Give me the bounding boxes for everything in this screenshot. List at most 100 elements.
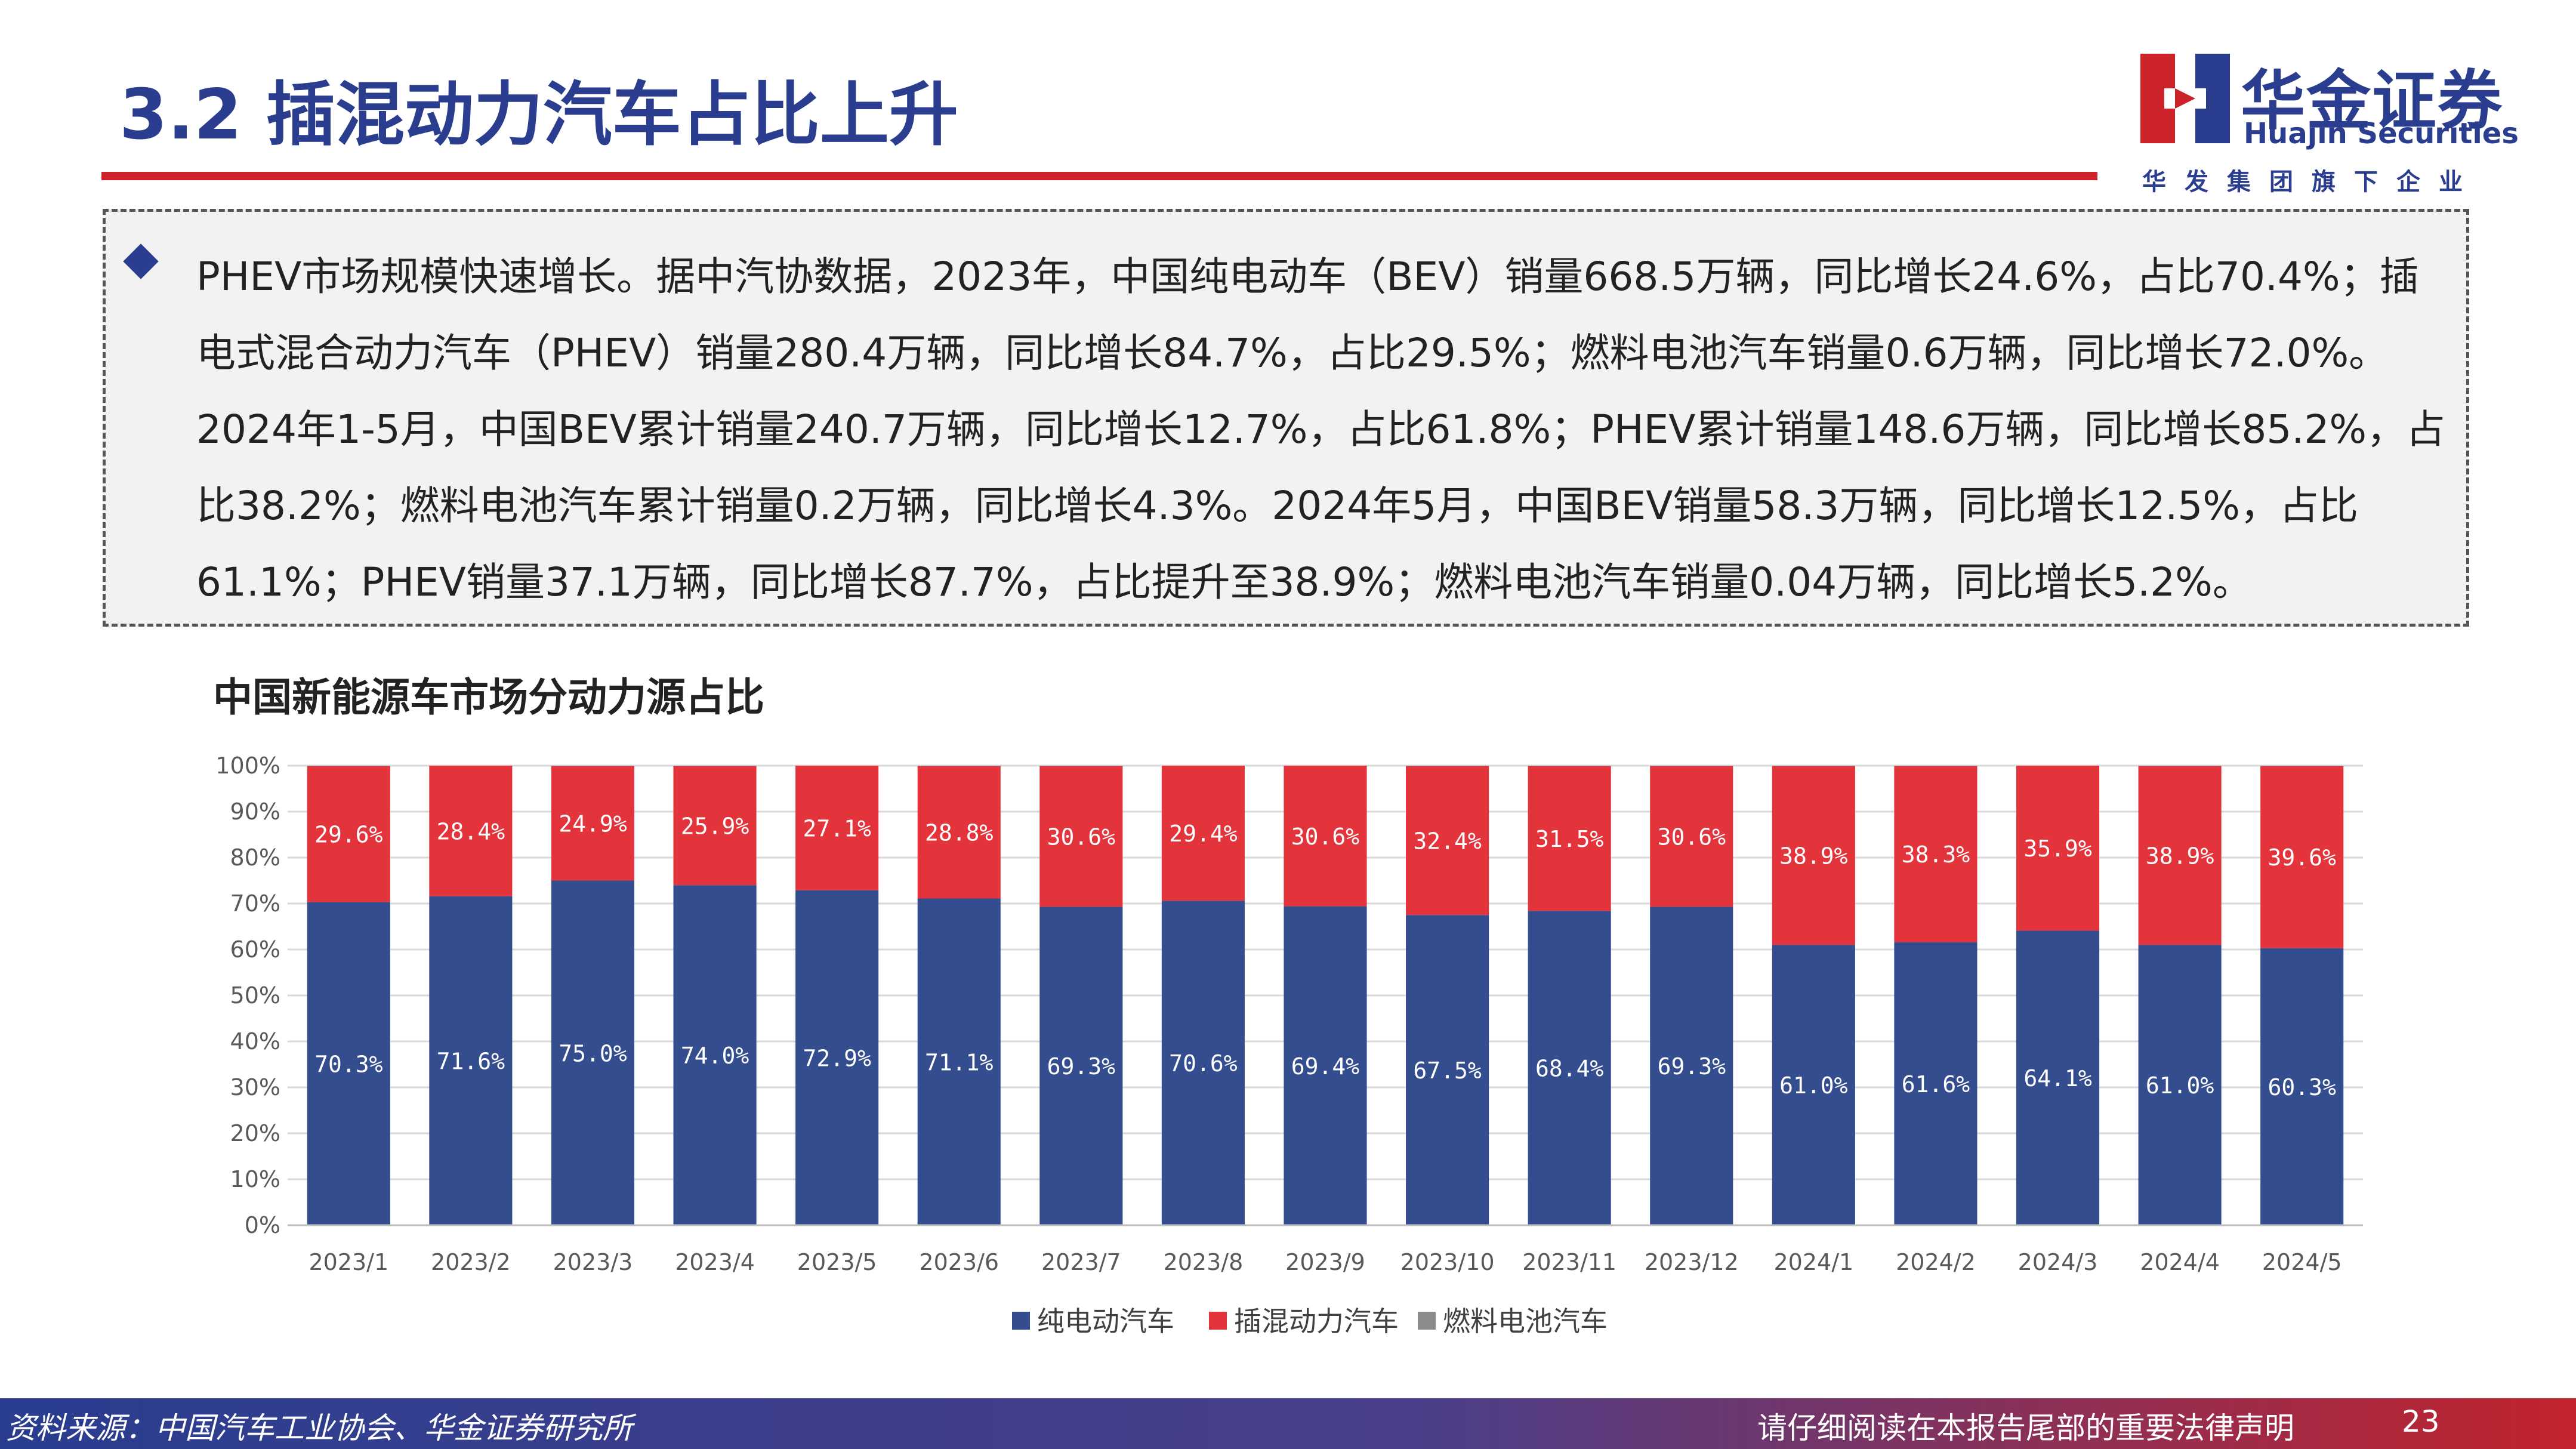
y-tick-label: 80% — [230, 844, 280, 871]
data-label: 71.6% — [437, 1048, 505, 1074]
diamond-bullet-icon — [123, 243, 159, 279]
x-tick-label: 2023/5 — [797, 1249, 877, 1275]
data-label: 25.9% — [681, 813, 749, 839]
x-tick-label: 2023/9 — [1285, 1249, 1365, 1275]
bar-segment — [2016, 766, 2100, 931]
data-label: 60.3% — [2268, 1074, 2337, 1100]
data-label: 30.6% — [1047, 824, 1116, 850]
y-tick-label: 70% — [230, 890, 280, 917]
data-label: 31.5% — [1535, 826, 1604, 852]
chart-title: 中国新能源车市场分动力源占比 — [213, 674, 764, 720]
bar-segment — [1772, 945, 1855, 1225]
bar-segment — [307, 766, 390, 902]
y-tick-label: 0% — [245, 1212, 280, 1238]
data-label: 38.3% — [1902, 841, 1970, 868]
bar-segment — [1528, 911, 1611, 1225]
huajin-logo-icon — [2140, 54, 2230, 143]
bar-segment — [307, 902, 390, 1225]
x-tick-label: 2024/4 — [2140, 1249, 2220, 1275]
bar-segment — [1650, 766, 1733, 907]
data-label: 72.9% — [803, 1045, 871, 1071]
bar-segment — [1284, 906, 1367, 1225]
logo-name-cn: 华金证券 — [2241, 64, 2504, 138]
x-tick-label: 2024/2 — [1896, 1249, 1976, 1275]
bar-segment — [673, 766, 757, 886]
footer-bar: 资料来源：中国汽车工业协会、华金证券研究所 请仔细阅读在本报告尾部的重要法律声明… — [0, 1398, 2576, 1449]
bar-segment — [917, 766, 1001, 899]
x-tick-label: 2023/1 — [308, 1249, 388, 1275]
data-label: 35.9% — [2023, 836, 2092, 862]
header-divider — [101, 172, 2097, 180]
chart-bars — [307, 766, 2344, 1225]
y-tick-label: 90% — [230, 799, 280, 825]
data-label: 67.5% — [1413, 1058, 1482, 1084]
footer-disclaimer: 请仔细阅读在本报告尾部的重要法律声明 — [1757, 1411, 2294, 1445]
data-label: 38.9% — [1779, 843, 1848, 870]
data-label: 39.6% — [2268, 844, 2337, 871]
data-label: 29.6% — [314, 822, 383, 848]
bar-segment — [1406, 915, 1489, 1225]
bar-segment — [1650, 907, 1733, 1225]
bar-segment — [1039, 766, 1123, 907]
bar-segment — [1406, 766, 1489, 915]
data-label: 61.6% — [1902, 1071, 1970, 1097]
data-label: 70.3% — [314, 1051, 383, 1077]
bar-segment — [1161, 901, 1245, 1225]
bar-segment — [917, 898, 1001, 1225]
legend-swatch — [1209, 1312, 1227, 1330]
y-tick-label: 60% — [230, 936, 280, 963]
logo-tagline: 华发集团旗下企业 — [2142, 168, 2481, 196]
x-tick-label: 2023/4 — [675, 1249, 755, 1275]
data-label: 38.9% — [2146, 843, 2214, 870]
logo-name-en: Huajin Securities — [2244, 117, 2519, 150]
y-tick-label: 100% — [215, 753, 280, 779]
data-label: 30.6% — [1291, 824, 1360, 850]
x-tick-label: 2024/1 — [1774, 1249, 1854, 1275]
data-label: 29.4% — [1169, 821, 1238, 847]
bar-segment — [1284, 766, 1367, 907]
legend-entry: 插混动力汽车 — [1234, 1305, 1399, 1337]
stacked-bar-chart: 70.3% 29.6% 71.6% 28.4% 75.0% 24.9% 74.0% 25.9%… — [215, 753, 2363, 1337]
data-label: 32.4% — [1413, 828, 1482, 855]
x-tick-label: 2023/6 — [919, 1249, 999, 1275]
footer-source: 资料来源：中国汽车工业协会、华金证券研究所 — [6, 1411, 633, 1445]
bar-segment — [1772, 766, 1855, 945]
x-tick-label: 2023/3 — [553, 1249, 633, 1275]
x-tick-label: 2023/12 — [1645, 1249, 1739, 1275]
y-tick-label: 40% — [230, 1028, 280, 1055]
y-tick-label: 20% — [230, 1120, 280, 1146]
data-label: 71.1% — [925, 1049, 994, 1075]
bar-segment — [2138, 945, 2222, 1225]
bar-segment — [1161, 766, 1245, 901]
x-tick-label: 2023/10 — [1400, 1249, 1495, 1275]
data-label: 28.4% — [437, 818, 505, 844]
data-label: 69.3% — [1658, 1053, 1726, 1080]
data-label: 61.0% — [2146, 1072, 2214, 1099]
data-label: 74.0% — [681, 1043, 749, 1069]
x-tick-label: 2024/3 — [2018, 1249, 2098, 1275]
chart-legend: 纯电动汽车 插混动力汽车 燃料电池汽车 — [1012, 1305, 1608, 1337]
data-label: 30.6% — [1658, 824, 1726, 850]
chart-data-labels: 70.3% 29.6% 71.6% 28.4% 75.0% 24.9% 74.0% 25.9%… — [314, 811, 2336, 1100]
bar-segment — [2260, 766, 2344, 948]
y-tick-label: 30% — [230, 1074, 280, 1100]
summary-text: PHEV市场规模快速增长。据中汽协数据，2023年，中国纯电动车（BEV）销量6… — [196, 254, 2446, 605]
page-title: 3.2 插混动力汽车占比上升 — [119, 75, 958, 155]
x-tick-label: 2023/7 — [1041, 1249, 1121, 1275]
bar-segment — [1528, 766, 1611, 911]
legend-swatch — [1418, 1312, 1436, 1330]
bar-segment — [551, 880, 635, 1225]
bar-segment — [2016, 930, 2100, 1225]
data-label: 61.0% — [1779, 1072, 1848, 1099]
data-label: 27.1% — [803, 815, 871, 841]
legend-swatch — [1012, 1312, 1030, 1330]
bar-segment — [1894, 766, 1977, 942]
x-tick-label: 2023/2 — [431, 1249, 511, 1275]
bar-segment — [795, 766, 879, 890]
x-tick-label: 2023/11 — [1522, 1249, 1616, 1275]
y-tick-label: 50% — [230, 982, 280, 1009]
bar-segment — [1894, 942, 1977, 1225]
legend-entry: 纯电动汽车 — [1037, 1305, 1174, 1337]
legend-entry: 燃料电池汽车 — [1443, 1305, 1608, 1337]
data-label: 69.4% — [1291, 1053, 1360, 1080]
